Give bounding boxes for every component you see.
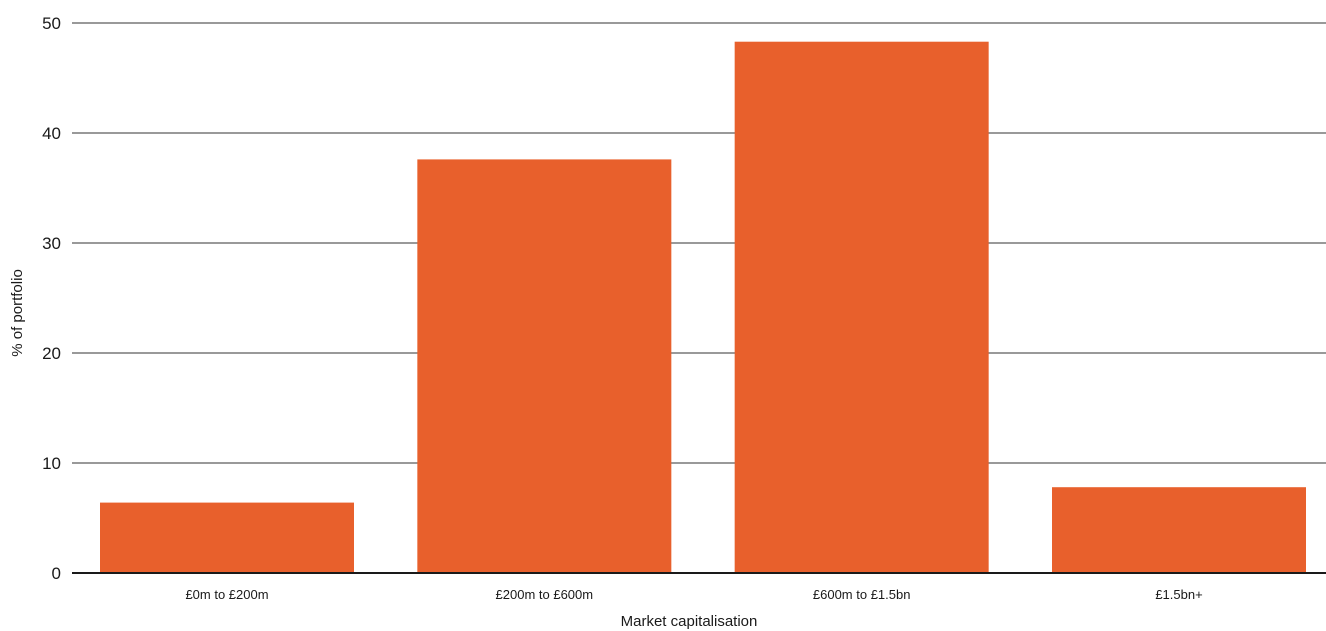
bar <box>100 502 354 573</box>
y-tick-label: 10 <box>42 454 61 473</box>
x-tick-label: £200m to £600m <box>496 587 594 602</box>
bars <box>100 41 1306 573</box>
x-tick-label: £600m to £1.5bn <box>813 587 911 602</box>
y-axis-title: % of portfolio <box>9 269 26 357</box>
y-tick-labels: 0 10 20 30 40 50 <box>42 14 61 583</box>
x-axis-title: Market capitalisation <box>621 613 758 630</box>
bar <box>734 41 989 573</box>
bar <box>1052 487 1306 573</box>
y-tick-label: 50 <box>42 14 61 33</box>
bar <box>417 159 672 573</box>
x-tick-label: £1.5bn+ <box>1155 587 1202 602</box>
y-tick-label: 0 <box>52 564 61 583</box>
gridlines <box>72 22 1326 464</box>
x-tick-label: £0m to £200m <box>185 587 268 602</box>
y-tick-label: 30 <box>42 234 61 253</box>
x-tick-labels: £0m to £200m £200m to £600m £600m to £1.5b… <box>185 587 1202 602</box>
y-tick-label: 40 <box>42 124 61 143</box>
y-tick-label: 20 <box>42 344 61 363</box>
